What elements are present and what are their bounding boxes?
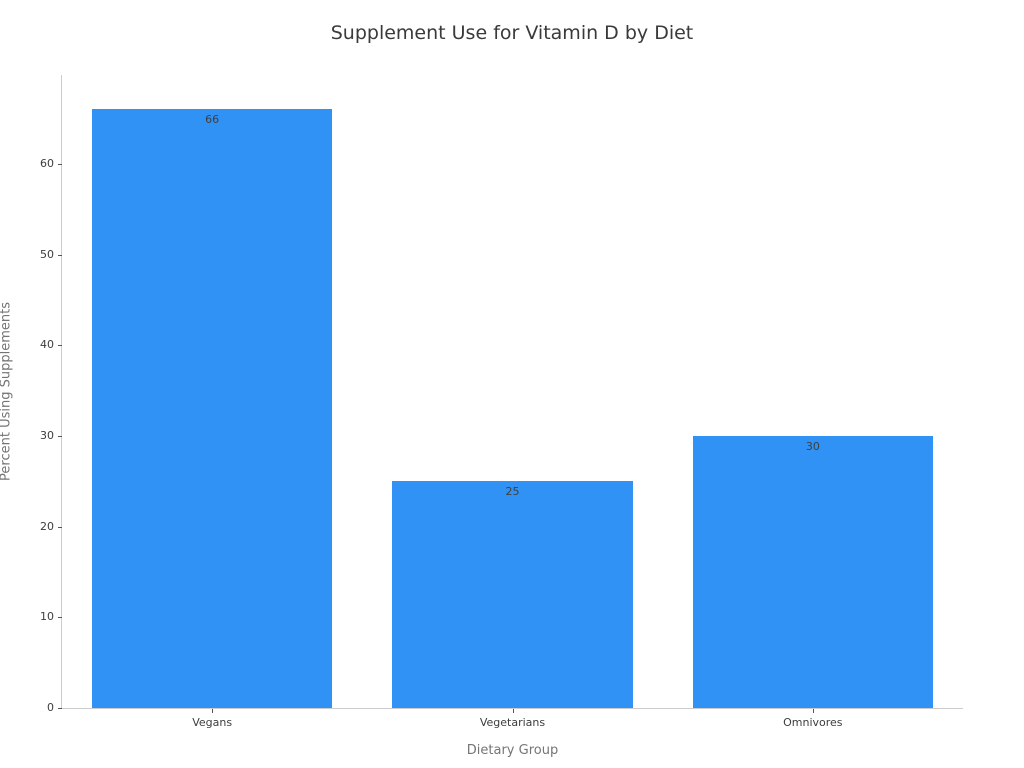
chart-title: Supplement Use for Vitamin D by Diet [330,22,694,44]
y-tick-label: 60 [40,156,54,170]
x-tick-mark [512,709,514,713]
y-tick-mark [58,617,62,619]
bar-value-label: 30 [805,439,820,453]
y-tick-mark [58,254,62,256]
y-tick-mark [58,435,62,437]
y-tick-label: 0 [47,701,54,714]
x-axis-title: Dietary Group [466,743,559,758]
y-tick-label: 40 [40,338,54,352]
bar-value-label: 25 [505,485,520,499]
bar [692,435,933,708]
y-tick-label: 20 [40,519,54,533]
bar [392,481,633,708]
y-tick-mark [58,708,62,709]
bar-value-label: 66 [205,113,220,127]
y-axis-title: Percent Using Supplements [0,302,14,481]
y-tick-mark [58,163,62,165]
x-tick-mark [212,709,214,713]
y-tick-mark [58,345,62,347]
x-tick-mark [812,709,814,713]
y-tick-label: 10 [40,610,54,624]
y-tick-label: 50 [40,247,54,261]
bar [92,109,333,708]
x-tick-label: Omnivores [783,716,843,729]
y-tick-mark [58,526,62,528]
x-tick-label: Vegans [192,716,233,729]
x-tick-label: Vegetarians [479,716,546,729]
y-tick-label: 30 [40,428,54,442]
